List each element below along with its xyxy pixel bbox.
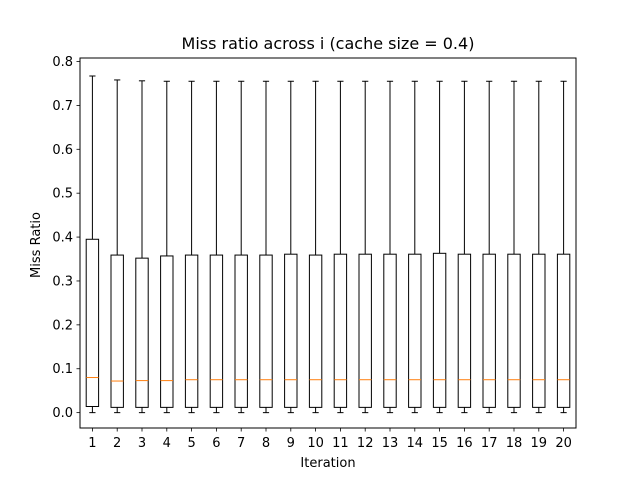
x-tick-label: 7	[237, 436, 245, 451]
iqr-box	[482, 253, 496, 408]
iqr-box	[432, 252, 447, 408]
box-group	[85, 75, 100, 414]
box-group	[358, 80, 372, 414]
box-group	[432, 80, 447, 414]
box-group	[135, 80, 149, 414]
y-tick-label: 0.4	[52, 231, 73, 246]
box-group	[308, 80, 323, 414]
iqr-box	[284, 253, 298, 408]
y-tick-label: 0.8	[52, 55, 73, 70]
iqr-box	[209, 254, 224, 408]
plot-area-frame	[79, 57, 577, 429]
iqr-box	[457, 253, 472, 408]
x-tick-label: 9	[287, 436, 295, 451]
boxplot-series	[85, 75, 571, 414]
iqr-box	[333, 253, 348, 408]
iqr-box	[408, 253, 422, 408]
x-tick-label: 20	[555, 436, 572, 451]
x-tick-label: 3	[138, 436, 146, 451]
box-group	[556, 80, 571, 414]
y-tick-label: 0.3	[52, 274, 73, 289]
x-tick-label: 11	[332, 436, 349, 451]
x-tick-label: 5	[187, 436, 195, 451]
box-group	[333, 80, 348, 414]
box-group	[532, 80, 546, 414]
x-tick-label: 16	[456, 436, 473, 451]
x-tick-label: 2	[113, 436, 121, 451]
iqr-box	[532, 253, 546, 408]
x-tick-label: 14	[407, 436, 424, 451]
x-tick-label: 6	[212, 436, 220, 451]
x-tick-label: 18	[506, 436, 523, 451]
iqr-box	[234, 254, 248, 408]
x-tick-label: 13	[382, 436, 399, 451]
box-group	[408, 80, 422, 414]
box-group	[234, 80, 248, 414]
iqr-box	[85, 238, 100, 407]
iqr-box	[135, 257, 149, 408]
y-tick-label: 0.1	[52, 362, 73, 377]
y-tick-label: 0.0	[52, 406, 73, 421]
x-tick-label: 17	[481, 436, 498, 451]
iqr-box	[259, 254, 273, 408]
box-group	[457, 80, 472, 414]
box-group	[209, 80, 224, 414]
x-tick-label: 8	[262, 436, 270, 451]
iqr-box	[507, 253, 521, 408]
x-tick-label: 1	[88, 436, 96, 451]
x-tick-label: 10	[307, 436, 324, 451]
iqr-box	[383, 253, 397, 408]
iqr-box	[308, 254, 323, 408]
iqr-box	[556, 253, 571, 408]
x-tick-label: 12	[357, 436, 374, 451]
box-group	[184, 80, 199, 414]
box-group	[160, 80, 174, 414]
chart-title: Miss ratio across i (cache size = 0.4)	[182, 34, 475, 53]
x-axis-ticks: 1 2 3 4 5 6 7 8 9 10 11 12 13 14 15 16 17 18 19 20	[88, 428, 572, 451]
y-axis-ticks: 0.0 0.1 0.2 0.3 0.4 0.5 0.6 0.7 0.8	[52, 55, 80, 421]
y-axis-label: Miss Ratio	[29, 212, 44, 278]
y-tick-label: 0.7	[52, 99, 73, 114]
x-axis-label: Iteration	[300, 456, 355, 471]
box-group	[507, 80, 521, 414]
box-group	[259, 80, 273, 414]
box-group	[110, 79, 124, 414]
box-group	[383, 80, 397, 414]
iqr-box	[358, 253, 372, 408]
iqr-box	[110, 254, 124, 408]
x-tick-label: 15	[431, 436, 448, 451]
y-tick-label: 0.5	[52, 187, 73, 202]
y-tick-label: 0.6	[52, 143, 73, 158]
iqr-box	[184, 254, 199, 408]
box-group	[284, 80, 298, 414]
x-tick-label: 19	[531, 436, 548, 451]
x-tick-label: 4	[163, 436, 171, 451]
iqr-box	[160, 255, 174, 408]
y-tick-label: 0.2	[52, 318, 73, 333]
box-group	[482, 80, 496, 414]
